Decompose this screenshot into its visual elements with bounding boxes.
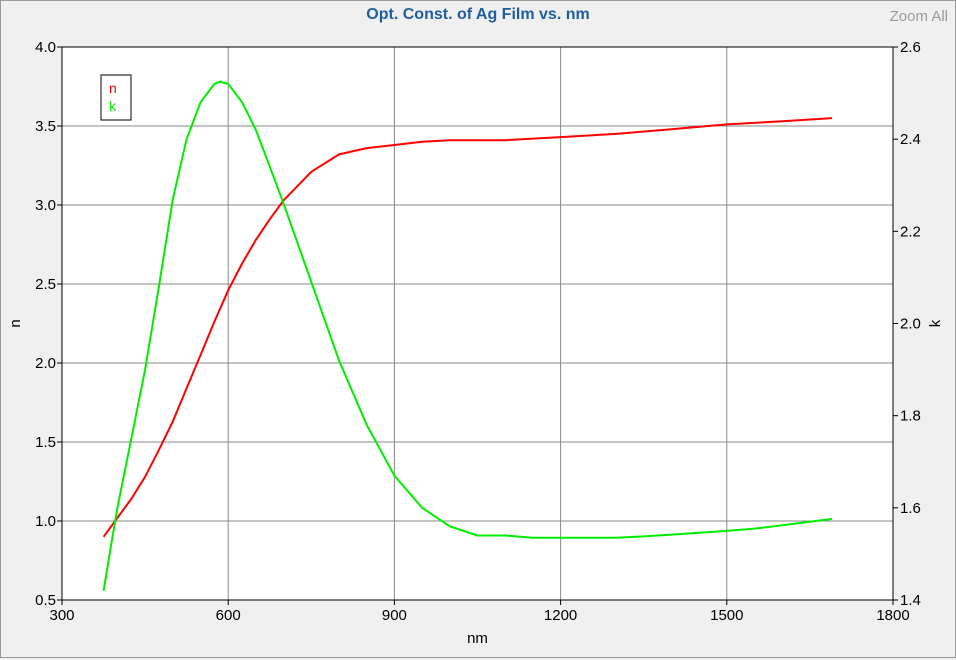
x-axis-label: nm [467,630,488,647]
y2-tick-label: 2.4 [900,131,921,148]
y2-tick-label: 1.8 [900,408,921,425]
legend-entry-n: n [109,80,117,96]
x-tick-label: 600 [216,607,241,624]
x-tick-label: 1500 [710,607,743,624]
plot-area [62,47,893,600]
y2-tick-label: 2.0 [900,316,921,333]
series-line-n [102,117,833,538]
y-tick-label: 1.0 [35,513,56,530]
chart-title: Opt. Const. of Ag Film vs. nm [366,6,590,23]
y2-tick-label: 1.4 [900,592,921,609]
x-tick-label: 900 [382,607,407,624]
x-tick-label: 1800 [876,607,909,624]
y-tick-label: 2.5 [35,276,56,293]
y-tick-label: 2.0 [35,355,56,372]
y-tick-label: 3.0 [35,197,56,214]
x-tick-label: 300 [49,607,74,624]
y-tick-label: 4.0 [35,39,56,56]
y2-tick-label: 1.6 [900,500,921,517]
y-tick-label: 1.5 [35,434,56,451]
y2-tick-label: 2.6 [900,39,921,56]
y2-tick-label: 2.2 [900,223,921,240]
legend-entry-k: k [109,98,117,114]
y-tick-label: 0.5 [35,592,56,609]
y2-axis-label: k [927,319,944,327]
legend-box [100,74,132,121]
series-line-k [102,80,833,591]
plot-border [61,46,894,601]
zoom-all-button[interactable]: Zoom All [889,8,948,25]
y-tick-label: 3.5 [35,118,56,135]
y-axis-label: n [7,319,24,327]
x-tick-label: 1200 [544,607,577,624]
